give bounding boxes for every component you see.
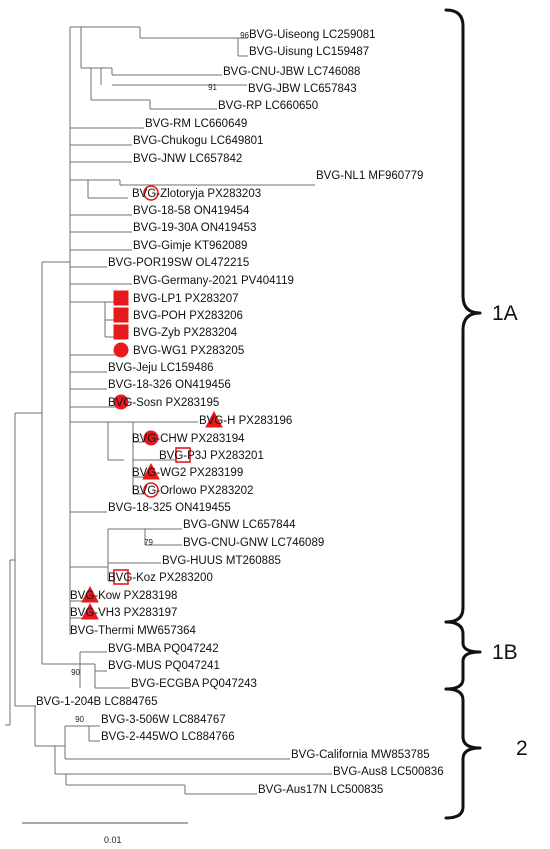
leaf-label-uisung: BVG-Uisung LC159487 — [249, 46, 369, 58]
leaf-label-jeju: BVG-Jeju LC159486 — [108, 362, 213, 374]
leaf-label-chukogu: BVG-Chukogu LC649801 — [133, 135, 263, 147]
leaf-label-aus17n: BVG-Aus17N LC500835 — [258, 784, 383, 796]
leaf-label-por19sw: BVG-POR19SW OL472215 — [108, 257, 249, 269]
leaf-label-zlotoryja: BVG-Zlotoryja PX283203 — [132, 188, 261, 200]
scale-bar-label: 0.01 — [104, 835, 122, 845]
leaf-label-uiseong: BVG-Uiseong LC259081 — [249, 29, 376, 41]
clade-label-1b: 1B — [492, 641, 518, 664]
bootstrap-cnujbw-jbw: 91 — [208, 83, 217, 92]
marker-square-filled-lp1 — [113, 290, 129, 306]
marker-triangle-filled-vh3 — [81, 602, 99, 620]
bootstrap-uiseong-uisung: 96 — [240, 31, 249, 40]
marker-circle-filled-sosn — [113, 394, 129, 410]
leaf-label-cnugnw: BVG-CNU-GNW LC746089 — [183, 537, 324, 549]
marker-circle-open-zlotoryja — [143, 185, 159, 201]
leaf-label-mus: BVG-MUS PQ047241 — [108, 660, 220, 672]
leaf-label-germany: BVG-Germany-2021 PV404119 — [133, 275, 294, 287]
marker-circle-open-orlowo — [143, 482, 159, 498]
clade-brace-2 — [444, 687, 482, 820]
leaf-label-b3506w: BVG-3-506W LC884767 — [101, 714, 226, 726]
leaf-label-koz: BVG-Koz PX283200 — [108, 572, 213, 584]
clade-brace-1a — [444, 8, 482, 624]
marker-circle-filled-chw — [143, 430, 159, 446]
leaf-label-mba: BVG-MBA PQ047242 — [108, 643, 219, 655]
bootstrap-values: 96 91 79 90 90 — [71, 31, 249, 724]
leaf-label-sosn: BVG-Sosn PX283195 — [108, 397, 219, 409]
leaf-label-lp1: BVG-LP1 PX283207 — [133, 293, 239, 305]
tree-branches — [5, 26, 332, 795]
leaf-label-thermi: BVG-Thermi MW657364 — [70, 625, 197, 637]
leaf-label-b1858: BVG-18-58 ON419454 — [133, 205, 250, 217]
leaf-label-orlowo: BVG-Orlowo PX283202 — [132, 485, 253, 497]
leaf-label-b18325: BVG-18-325 ON419455 — [108, 502, 231, 514]
leaf-label-b18326: BVG-18-326 ON419456 — [108, 379, 231, 391]
clade-brace-1b — [444, 620, 482, 691]
marker-triangle-filled-wg2 — [142, 462, 160, 480]
leaf-label-gnw: BVG-GNW LC657844 — [183, 519, 296, 531]
leaf-label-aus8: BVG-Aus8 LC500836 — [333, 766, 444, 778]
bootstrap-b3506w-b2445wo: 90 — [75, 715, 84, 724]
leaf-label-jnw: BVG-JNW LC657842 — [133, 153, 242, 165]
leaf-label-wg2: BVG-WG2 PX283199 — [132, 467, 243, 479]
marker-square-open-koz — [113, 569, 129, 585]
marker-square-filled-zyb — [113, 324, 129, 340]
leaf-label-vh3: BVG-VH3 PX283197 — [70, 607, 177, 619]
marker-triangle-filled-kow — [81, 585, 99, 603]
leaf-label-wg1: BVG-WG1 PX283205 — [133, 345, 244, 357]
clade-label-2: 2 — [516, 737, 528, 760]
leaf-label-h: BVG-H PX283196 — [199, 415, 292, 427]
leaf-label-zyb: BVG-Zyb PX283204 — [133, 327, 238, 339]
leaf-label-nl1: BVG-NL1 MF960779 — [316, 170, 423, 182]
leaf-labels: BVG-Uiseong LC259081 BVG-Uisung LC159487 B… — [36, 29, 444, 796]
leaf-label-huus: BVG-HUUS MT260885 — [162, 555, 281, 567]
leaf-label-b2445wo: BVG-2-445WO LC884766 — [101, 731, 235, 743]
marker-triangle-filled-h — [205, 410, 223, 428]
leaf-label-rm: BVG-RM LC660649 — [145, 118, 247, 130]
leaf-label-gimje: BVG-Gimje KT962089 — [133, 240, 247, 252]
leaf-label-b1930a: BVG-19-30A ON419453 — [133, 222, 256, 234]
bootstrap-gnw-cnugnw: 79 — [144, 538, 153, 547]
leaf-label-p3j: BVG-P3J PX283201 — [159, 450, 264, 462]
clade-label-1a: 1A — [492, 302, 518, 325]
marker-circle-filled-wg1 — [113, 342, 129, 358]
leaf-label-california: BVG-California MW853785 — [291, 749, 430, 761]
marker-square-open-p3j — [175, 447, 191, 463]
leaf-label-chw: BVG-CHW PX283194 — [132, 433, 245, 445]
bootstrap-mus-ecgba: 90 — [71, 668, 80, 677]
leaf-label-poh: BVG-POH PX283206 — [133, 310, 243, 322]
leaf-markers — [81, 185, 223, 620]
leaf-label-kow: BVG-Kow PX283198 — [70, 590, 177, 602]
marker-square-filled-poh — [113, 307, 129, 323]
leaf-label-jbw: BVG-JBW LC657843 — [248, 83, 357, 95]
leaf-label-ecgba: BVG-ECGBA PQ047243 — [131, 678, 257, 690]
leaf-label-rp: BVG-RP LC660650 — [218, 100, 318, 112]
leaf-label-b1204b: BVG-1-204B LC884765 — [36, 696, 157, 708]
leaf-label-cnujbw: BVG-CNU-JBW LC746088 — [223, 66, 360, 78]
